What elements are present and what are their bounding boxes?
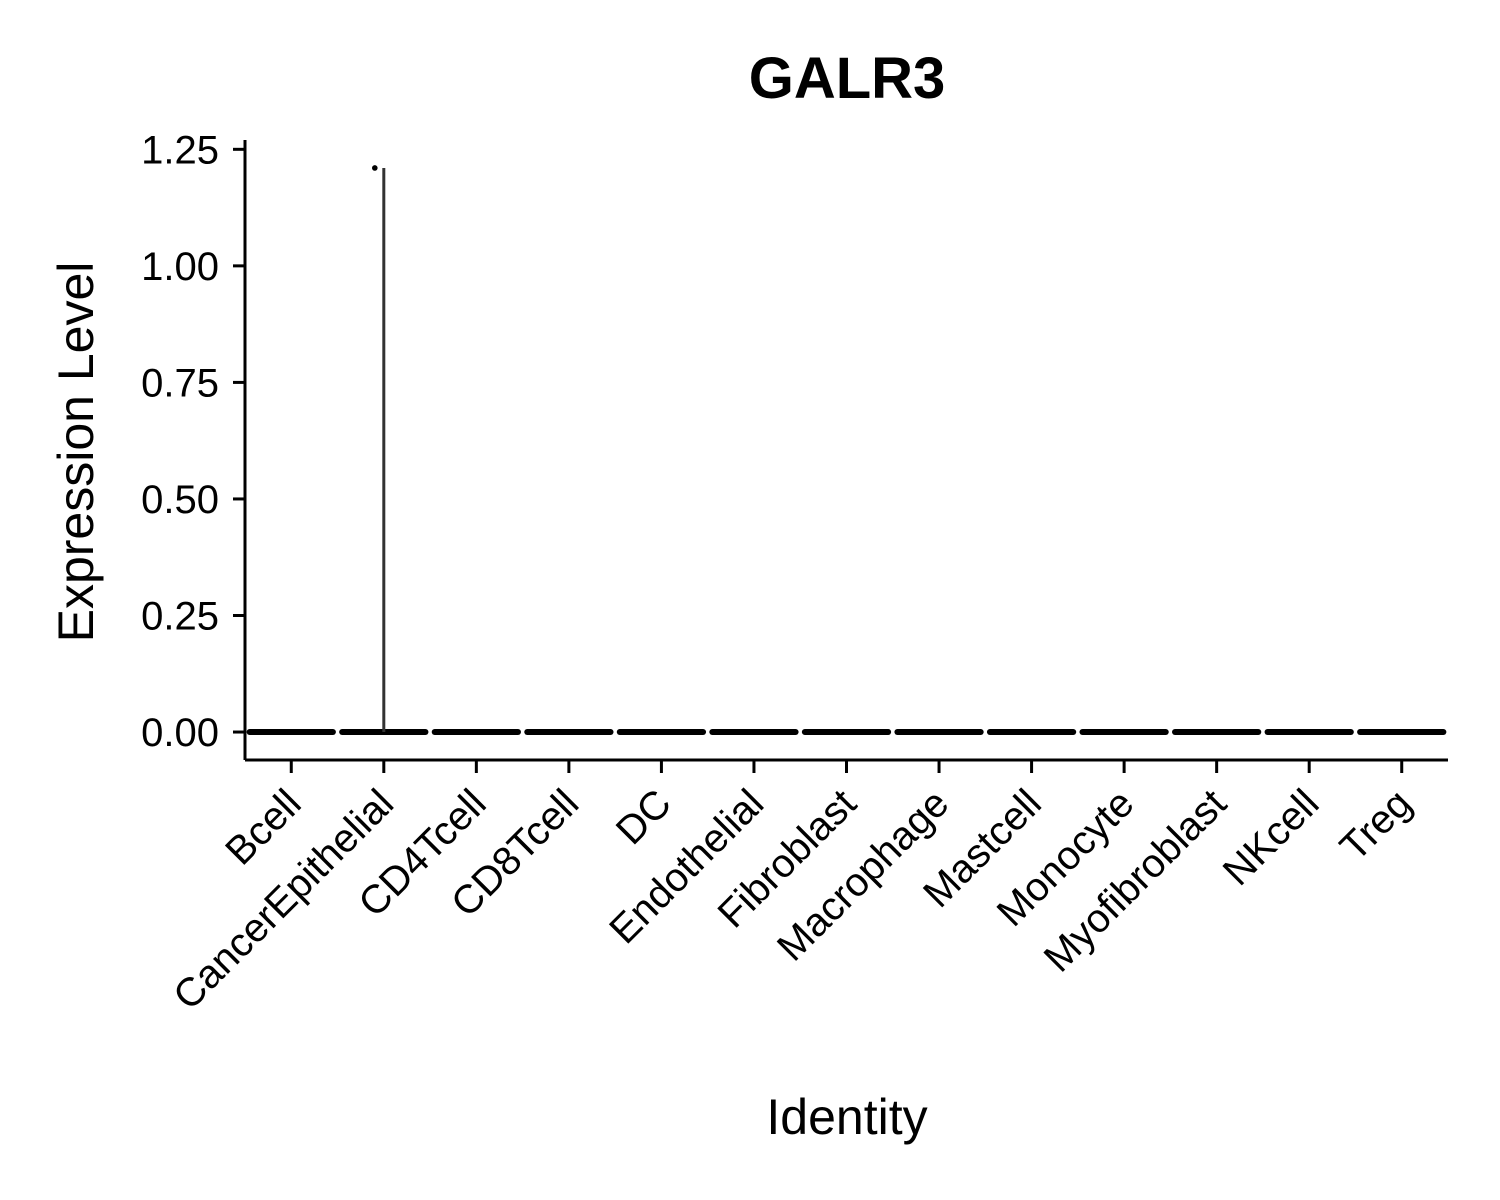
x-tick-label: DC <box>608 781 680 853</box>
y-tick-label: 0.00 <box>141 711 219 755</box>
y-axis-title: Expression Level <box>48 262 104 643</box>
violins <box>246 165 1447 736</box>
chart-title: GALR3 <box>749 46 946 111</box>
y-tick-label: 1.25 <box>141 128 219 172</box>
y-axis: 0.00 0.25 0.50 0.75 1.00 1.25 <box>141 128 247 760</box>
x-axis-title: Identity <box>766 1089 927 1145</box>
data-point <box>372 165 378 171</box>
y-tick-label: 0.25 <box>141 594 219 638</box>
y-tick-label: 0.75 <box>141 361 219 405</box>
y-tick-label: 1.00 <box>141 245 219 289</box>
y-tick-label: 0.50 <box>141 478 219 522</box>
x-tick-label: Treg <box>1332 781 1420 869</box>
x-tick-label: NKcell <box>1215 781 1328 894</box>
violin-CancerEpithelial <box>339 167 429 736</box>
